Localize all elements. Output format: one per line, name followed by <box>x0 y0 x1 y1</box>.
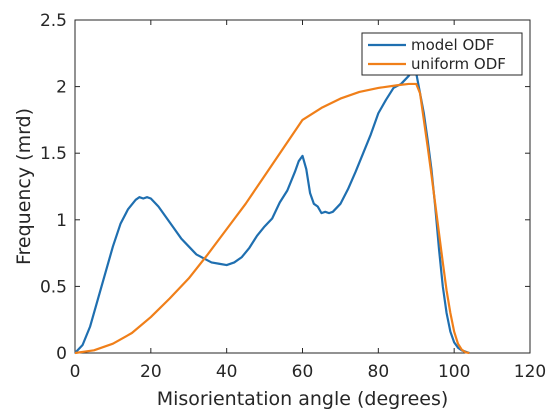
x-tick-label: 80 <box>368 362 390 382</box>
x-tick-label: 100 <box>438 362 470 382</box>
legend-label-0: model ODF <box>411 36 494 54</box>
x-tick-label: 60 <box>292 362 314 382</box>
x-tick-label: 0 <box>70 362 81 382</box>
x-tick-label: 40 <box>216 362 238 382</box>
y-tick-label: 1.5 <box>40 144 67 164</box>
legend-label-1: uniform ODF <box>411 55 506 73</box>
y-tick-label: 0.5 <box>40 277 67 297</box>
y-tick-label: 0 <box>56 344 67 364</box>
x-axis-label: Misorientation angle (degrees) <box>157 388 449 410</box>
y-tick-label: 1 <box>56 211 67 231</box>
y-axis-label: Frequency (mrd) <box>13 108 35 265</box>
x-tick-label: 20 <box>140 362 162 382</box>
y-tick-label: 2 <box>56 78 67 98</box>
x-tick-label: 120 <box>514 362 546 382</box>
y-tick-label: 2.5 <box>40 11 67 31</box>
